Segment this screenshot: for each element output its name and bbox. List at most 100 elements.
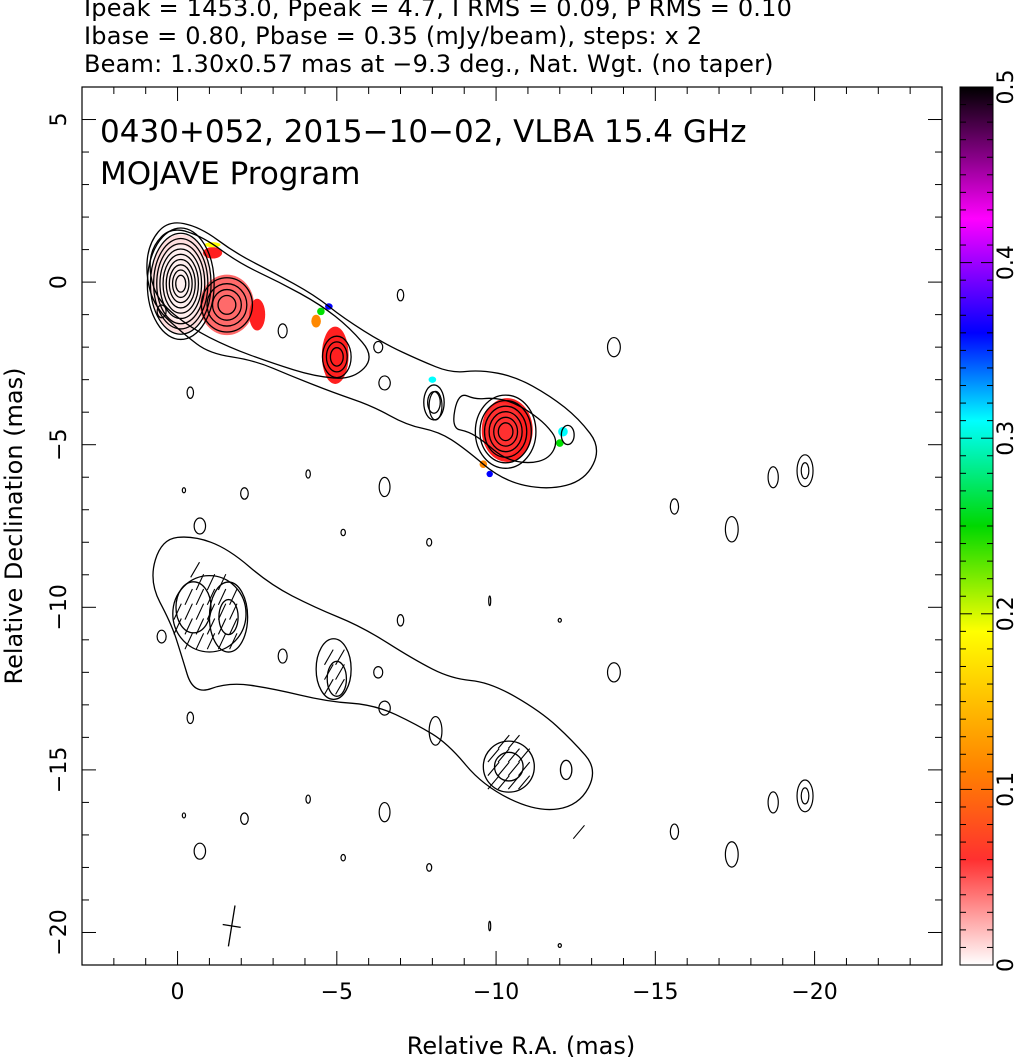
x-axis-label: Relative R.A. (mas) xyxy=(407,1032,635,1060)
chart-subtitle: MOJAVE Program xyxy=(100,156,360,192)
colorbar-tick-label: 0.5 xyxy=(994,70,1019,105)
stokes-i-component-contour xyxy=(159,248,203,320)
evpa-stick xyxy=(184,588,193,606)
pol-component-contour xyxy=(315,638,352,701)
stokes-i-component-contour xyxy=(483,405,528,458)
stokes-i-noise-contour xyxy=(800,462,810,480)
stokes-i-noise-contour xyxy=(181,487,187,494)
evpa-stick xyxy=(335,678,345,695)
stokes-i-component-contour xyxy=(325,341,348,373)
stokes-i-noise-contour xyxy=(796,454,814,488)
stokes-i-component-contour xyxy=(152,237,209,330)
x-tick-label: −15 xyxy=(632,980,678,1005)
beam-cross xyxy=(222,905,241,947)
pol-noise-contour xyxy=(800,787,810,805)
stokes-i-noise-contour xyxy=(373,340,384,354)
stokes-i-noise-contour xyxy=(277,323,288,339)
pol-noise-contour xyxy=(669,823,680,840)
stokes-i-noise-contour xyxy=(396,288,405,302)
evpa-stick xyxy=(195,573,205,591)
evpa-stick xyxy=(206,588,216,606)
stokes-i-component-contour xyxy=(488,411,523,453)
evpa-stick xyxy=(173,603,182,620)
evpa-stick xyxy=(572,824,585,840)
pol-component-contour xyxy=(218,598,239,636)
axes: 0 −5 −10 −15 −20 5 0 −5 −10 −15 −20 xyxy=(47,87,942,1005)
fractional-polarization-edge xyxy=(558,426,568,437)
evpa-stick xyxy=(217,573,227,591)
evpa-stick xyxy=(206,633,216,650)
stokes-i-noise-contour xyxy=(488,595,492,607)
evpa-stick xyxy=(229,588,238,606)
stokes-i-noise-contour xyxy=(240,487,249,500)
intensity-contours xyxy=(146,222,814,948)
stokes-i-noise-contour xyxy=(340,528,346,537)
stokes-i-component-contour xyxy=(146,227,215,341)
stokes-i-noise-contour xyxy=(606,336,621,358)
y-tick-label: 5 xyxy=(47,113,72,127)
stokes-i-noise-contour xyxy=(724,515,739,543)
evpa-stick xyxy=(497,748,510,763)
colorbar-tick-label: 0 xyxy=(994,958,1019,972)
plot-frame xyxy=(81,86,943,966)
evpa-stick xyxy=(487,775,500,790)
y-axis-label: Relative Declination (mas) xyxy=(0,367,28,684)
stokes-i-component-contour xyxy=(329,347,344,367)
pol-noise-contour xyxy=(428,715,443,746)
stokes-i-noise-contour xyxy=(305,469,311,479)
evpa-stick xyxy=(206,573,216,591)
stokes-i-component-contour xyxy=(175,274,187,293)
evpa-stick xyxy=(324,678,334,695)
fractional-polarization-edge xyxy=(486,470,493,478)
pol-component-contour xyxy=(493,751,524,782)
stokes-i-noise-contour xyxy=(193,517,207,535)
stokes-i-component-contour xyxy=(321,335,352,379)
x-tick-label: −10 xyxy=(473,980,519,1005)
fractional-polarization-edge xyxy=(317,307,325,316)
fractional-polarization-region xyxy=(158,245,204,322)
stokes-i-noise-contour xyxy=(767,466,779,489)
x-tick-label: 0 xyxy=(171,980,185,1005)
stokes-i-component-contour xyxy=(171,269,190,299)
pol-noise-contour xyxy=(488,920,492,932)
evpa-stick xyxy=(497,775,510,790)
pol-noise-contour xyxy=(277,648,288,664)
evpa-stick xyxy=(217,603,227,620)
colorbar-tick-label: 0.3 xyxy=(994,421,1019,456)
stokes-i-component-contour xyxy=(211,288,242,321)
stokes-i-component-contour xyxy=(156,243,206,325)
y-tick-label: 0 xyxy=(47,275,72,289)
fractional-polarization-edge xyxy=(311,314,321,328)
evpa-stick xyxy=(217,588,227,606)
evpa-stick xyxy=(217,618,227,635)
stokes-i-noise-contour xyxy=(378,375,391,391)
evpa-stick xyxy=(206,603,216,620)
y-tick-label: −5 xyxy=(47,428,72,460)
stokes-i-noise-contour xyxy=(426,537,433,547)
stokes-i-component-contour xyxy=(217,294,237,315)
stokes-i-contour-knot xyxy=(453,394,557,464)
evpa-stick xyxy=(184,618,193,635)
stokes-i-contour-mid xyxy=(149,229,370,379)
pol-component-contour xyxy=(559,759,573,781)
evpa-stick xyxy=(487,748,500,763)
pol-noise-contour xyxy=(557,942,562,948)
pol-component-contour xyxy=(208,581,249,653)
evpa-stick xyxy=(518,748,531,763)
evpa-stick xyxy=(497,734,510,749)
pol-noise-contour xyxy=(767,791,779,814)
evpa-stick xyxy=(184,633,193,650)
pol-noise-contour xyxy=(373,666,384,679)
evpa-stick xyxy=(324,649,334,666)
stokes-i-noise-contour xyxy=(557,617,562,623)
evpa-stick xyxy=(229,603,238,620)
stokes-i-component-contour xyxy=(493,416,519,447)
x-tick-label: −20 xyxy=(791,980,837,1005)
stokes-i-component-contour xyxy=(200,277,254,333)
stokes-i-noise-contour xyxy=(156,304,167,319)
evpa-sticks xyxy=(173,561,585,840)
stokes-i-component-contour xyxy=(168,264,193,304)
y-tick-label: −10 xyxy=(47,584,72,630)
evpa-stick xyxy=(195,618,205,635)
colorbar-tick-label: 0.1 xyxy=(994,772,1019,807)
